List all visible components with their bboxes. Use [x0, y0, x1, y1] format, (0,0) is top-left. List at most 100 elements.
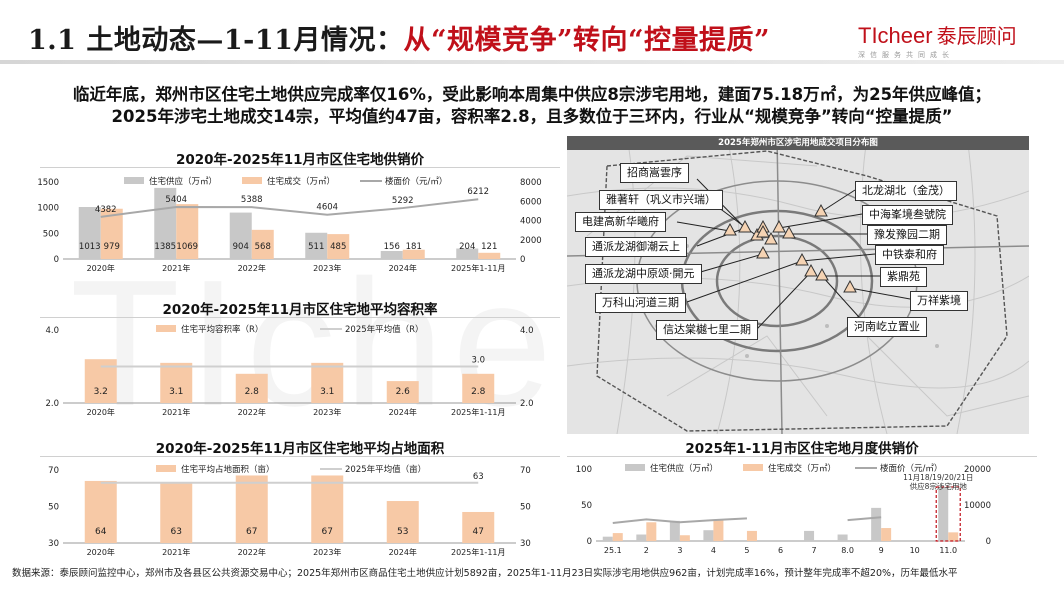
y2-tick-label: 2.0 — [520, 399, 534, 409]
bar-label: 2.8 — [245, 387, 260, 397]
summary-line-1: 临近年底，郑州市区住宅土地供应完成率仅16%，受此影响本周集中供应8宗涉宅用地，… — [72, 85, 992, 104]
bar-label-deal: 121 — [481, 242, 497, 252]
map-marker — [756, 245, 770, 259]
bar-label: 3.1 — [169, 387, 183, 397]
leader-line — [686, 260, 803, 303]
bar-value — [386, 381, 419, 403]
chart-2-title-rule — [40, 317, 560, 318]
bar-deal — [881, 528, 892, 541]
bar-value — [160, 362, 193, 403]
map-marker — [815, 267, 829, 281]
y-tick-label: 1500 — [37, 178, 59, 188]
x-tick-label: 2023年 — [313, 263, 341, 273]
map-marker — [723, 222, 737, 236]
y-tick-label: 70 — [48, 466, 59, 476]
x-tick-label: 25.1 — [604, 546, 622, 555]
map-marker — [772, 219, 786, 233]
bar-label: 47 — [473, 527, 484, 537]
map-title: 2025年郑州市区涉宅用地成交项目分布图 — [567, 136, 1029, 150]
bar-value — [84, 480, 117, 543]
x-tick-label: 2022年 — [238, 407, 266, 417]
legend-swatch — [743, 464, 763, 471]
map-label: 通派龙湖中原颂·開元 — [585, 264, 702, 284]
x-tick-label: 2020年 — [87, 263, 115, 273]
bar-label: 3.1 — [320, 387, 334, 397]
bar-value — [462, 511, 495, 543]
y-tick-label: 100 — [576, 465, 592, 475]
x-tick-label: 7 — [811, 546, 816, 555]
bar-supply — [871, 507, 882, 541]
x-tick-label: 2021年 — [162, 407, 190, 417]
y2-tick-label: 6000 — [520, 197, 542, 207]
chart-4-title-rule — [567, 456, 1037, 457]
bar-label: 64 — [95, 527, 107, 537]
map-label: 雅著轩（巩义市兴瑞） — [599, 190, 723, 210]
leader-line — [801, 253, 876, 262]
y-tick-label: 0 — [54, 255, 59, 265]
leader-line — [676, 221, 731, 232]
chart-1-title: 2020年-2025年11月市区住宅地供销价 — [175, 152, 425, 168]
chart-4-title-wrap: 2025年1-11月市区住宅地月度供销价 — [567, 437, 1037, 457]
map-marker — [804, 263, 818, 277]
line-label-price: 6212 — [467, 187, 489, 197]
map-marker — [756, 224, 770, 238]
line-label-price: 5292 — [392, 196, 414, 206]
x-tick-label: 2020年 — [87, 407, 115, 417]
bar-deal — [251, 229, 274, 259]
bar-deal — [746, 530, 757, 541]
logo-cn: 泰辰顾问 — [936, 24, 1017, 48]
bar-deal — [679, 535, 690, 541]
line-label-price: 5404 — [165, 195, 187, 205]
chart-4-title: 2025年1-11月市区住宅地月度供销价 — [685, 441, 919, 457]
x-tick-label: 10 — [910, 546, 920, 555]
leader-line — [820, 189, 856, 213]
map-label: 招商嵩雲序 — [620, 163, 689, 183]
bar-supply — [636, 534, 647, 541]
chart-area: 住宅平均占地面积（亩） 2025年平均值（亩） 30 50 70 30 50 70 64 2020… — [48, 464, 531, 557]
line-label-price: 5388 — [241, 195, 263, 205]
x-tick-label: 2021年 — [162, 263, 190, 273]
y2-tick-label: 70 — [520, 466, 531, 476]
y2-tick-label: 2000 — [520, 236, 542, 246]
chart-2-title-wrap: 2020年-2025年11月市区住宅地平均容积率 — [40, 298, 560, 318]
legend-label: 2025年平均值（R） — [345, 324, 424, 335]
map-label: 中铁泰和府 — [875, 245, 944, 265]
map-markers — [676, 178, 911, 330]
leader-line — [849, 287, 911, 300]
legend-swatch — [242, 177, 262, 184]
bar-deal — [713, 520, 724, 541]
legend-label: 住宅供应（万㎡） — [149, 176, 217, 187]
x-tick-label: 2022年 — [238, 263, 266, 273]
annotation-line-1: 11月18/19/20/21日 — [903, 473, 973, 482]
chart-1-title-wrap: 2020年-2025年11月市区住宅地供销价 — [40, 148, 560, 168]
y2-tick-label: 10000 — [964, 501, 991, 511]
bar-label: 2.6 — [396, 387, 411, 397]
leader-line — [696, 227, 746, 247]
bar-supply — [669, 520, 680, 541]
y2-tick-label: 20000 — [964, 465, 991, 475]
y2-tick-label: 30 — [520, 539, 531, 549]
x-tick-label: 2025年1-11月 — [451, 263, 506, 273]
bar-label-supply: 156 — [384, 242, 400, 252]
legend-swatch — [625, 464, 645, 471]
x-tick-label: 9 — [879, 546, 884, 555]
x-tick-label: 3 — [677, 546, 682, 555]
map-label: 信达棠樾七里二期 — [656, 320, 758, 340]
bar-label-deal: 1069 — [176, 242, 198, 252]
bar-supply — [78, 206, 101, 259]
x-tick-label: 2025年1-11月 — [451, 547, 506, 557]
bar-deal — [100, 208, 123, 259]
map-label: 豫发豫园二期 — [867, 225, 947, 245]
page-title-highlight: 从“规模竞争”转向“控量提质” — [403, 25, 771, 56]
bar-value — [386, 501, 419, 543]
bar-label-deal: 181 — [406, 242, 422, 252]
y2-tick-label: 4.0 — [520, 326, 534, 336]
x-tick-label: 2025年1-11月 — [451, 407, 506, 417]
legend-label: 楼面价（元/㎡） — [880, 463, 942, 474]
line-label-price: 4382 — [95, 205, 117, 215]
y-tick-label: 500 — [43, 229, 59, 239]
map-marker — [843, 279, 857, 293]
line-label-average: 63 — [473, 472, 484, 482]
x-tick-label: 4 — [711, 546, 716, 555]
bar-value — [462, 373, 495, 403]
